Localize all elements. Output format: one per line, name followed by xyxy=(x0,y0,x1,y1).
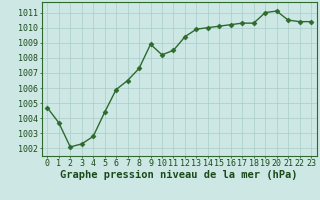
X-axis label: Graphe pression niveau de la mer (hPa): Graphe pression niveau de la mer (hPa) xyxy=(60,170,298,180)
